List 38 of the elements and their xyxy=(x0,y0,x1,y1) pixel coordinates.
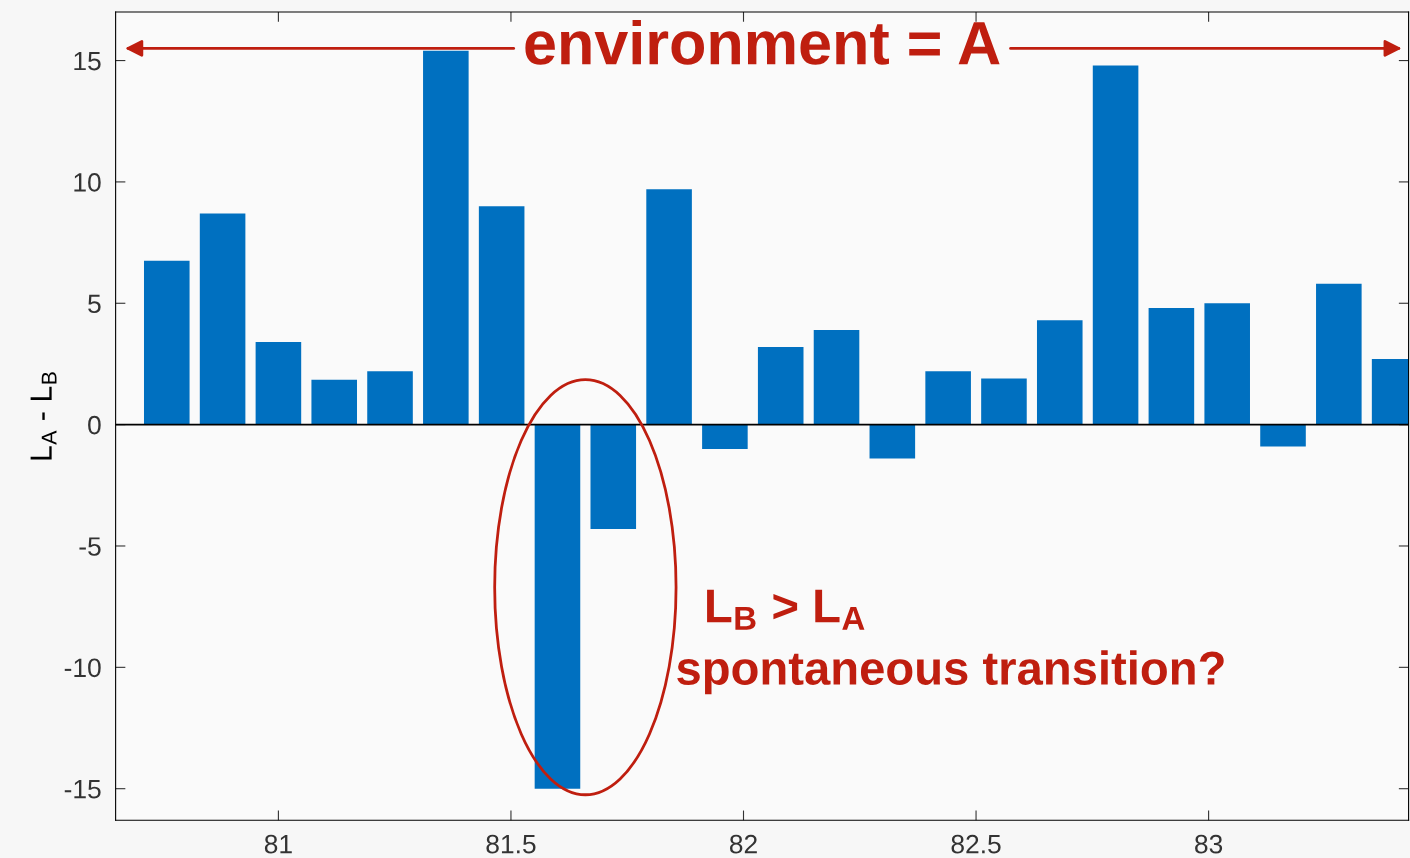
y-tick-label: -10 xyxy=(64,658,101,678)
x-tick-label: 81 xyxy=(264,834,292,854)
y-tick-label: 15 xyxy=(74,51,101,71)
y-tick-label: -5 xyxy=(79,537,101,556)
chart-title: environment = A xyxy=(525,19,1000,65)
bar xyxy=(143,260,190,425)
bar xyxy=(646,189,692,425)
x-tick-label: 82.5 xyxy=(951,834,1001,854)
bar xyxy=(590,424,637,529)
y-tick-label: -15 xyxy=(64,780,101,799)
bar xyxy=(255,342,302,425)
x-tick-label: 83 xyxy=(1195,834,1223,854)
bar xyxy=(1092,65,1139,425)
bar xyxy=(478,206,525,425)
bar xyxy=(757,346,804,425)
bar xyxy=(423,50,469,425)
bar xyxy=(367,371,413,425)
bar xyxy=(925,371,971,425)
bar xyxy=(1260,424,1306,447)
y-tick-label: 10 xyxy=(74,173,101,192)
bar xyxy=(1204,303,1250,425)
bar xyxy=(534,424,581,789)
bar xyxy=(981,378,1027,425)
bar xyxy=(813,329,860,425)
bar xyxy=(1316,283,1362,425)
x-tick-label: 82 xyxy=(729,834,757,854)
bar xyxy=(869,424,916,459)
x-tick-label: 81.5 xyxy=(486,834,536,854)
annotation: spontaneous transition? xyxy=(677,650,1224,695)
bar xyxy=(311,379,358,425)
annotation: L$_{B}$ > L$_{A}$ xyxy=(707,589,865,630)
bar xyxy=(1148,308,1195,425)
y-axis-title: L$_{A}$ - L$_{B}$ xyxy=(30,372,57,460)
bar xyxy=(1036,320,1083,425)
bar xyxy=(702,424,748,449)
y-tick-label: 0 xyxy=(88,415,101,435)
y-tick-label: 5 xyxy=(88,294,101,314)
bar xyxy=(199,213,246,425)
